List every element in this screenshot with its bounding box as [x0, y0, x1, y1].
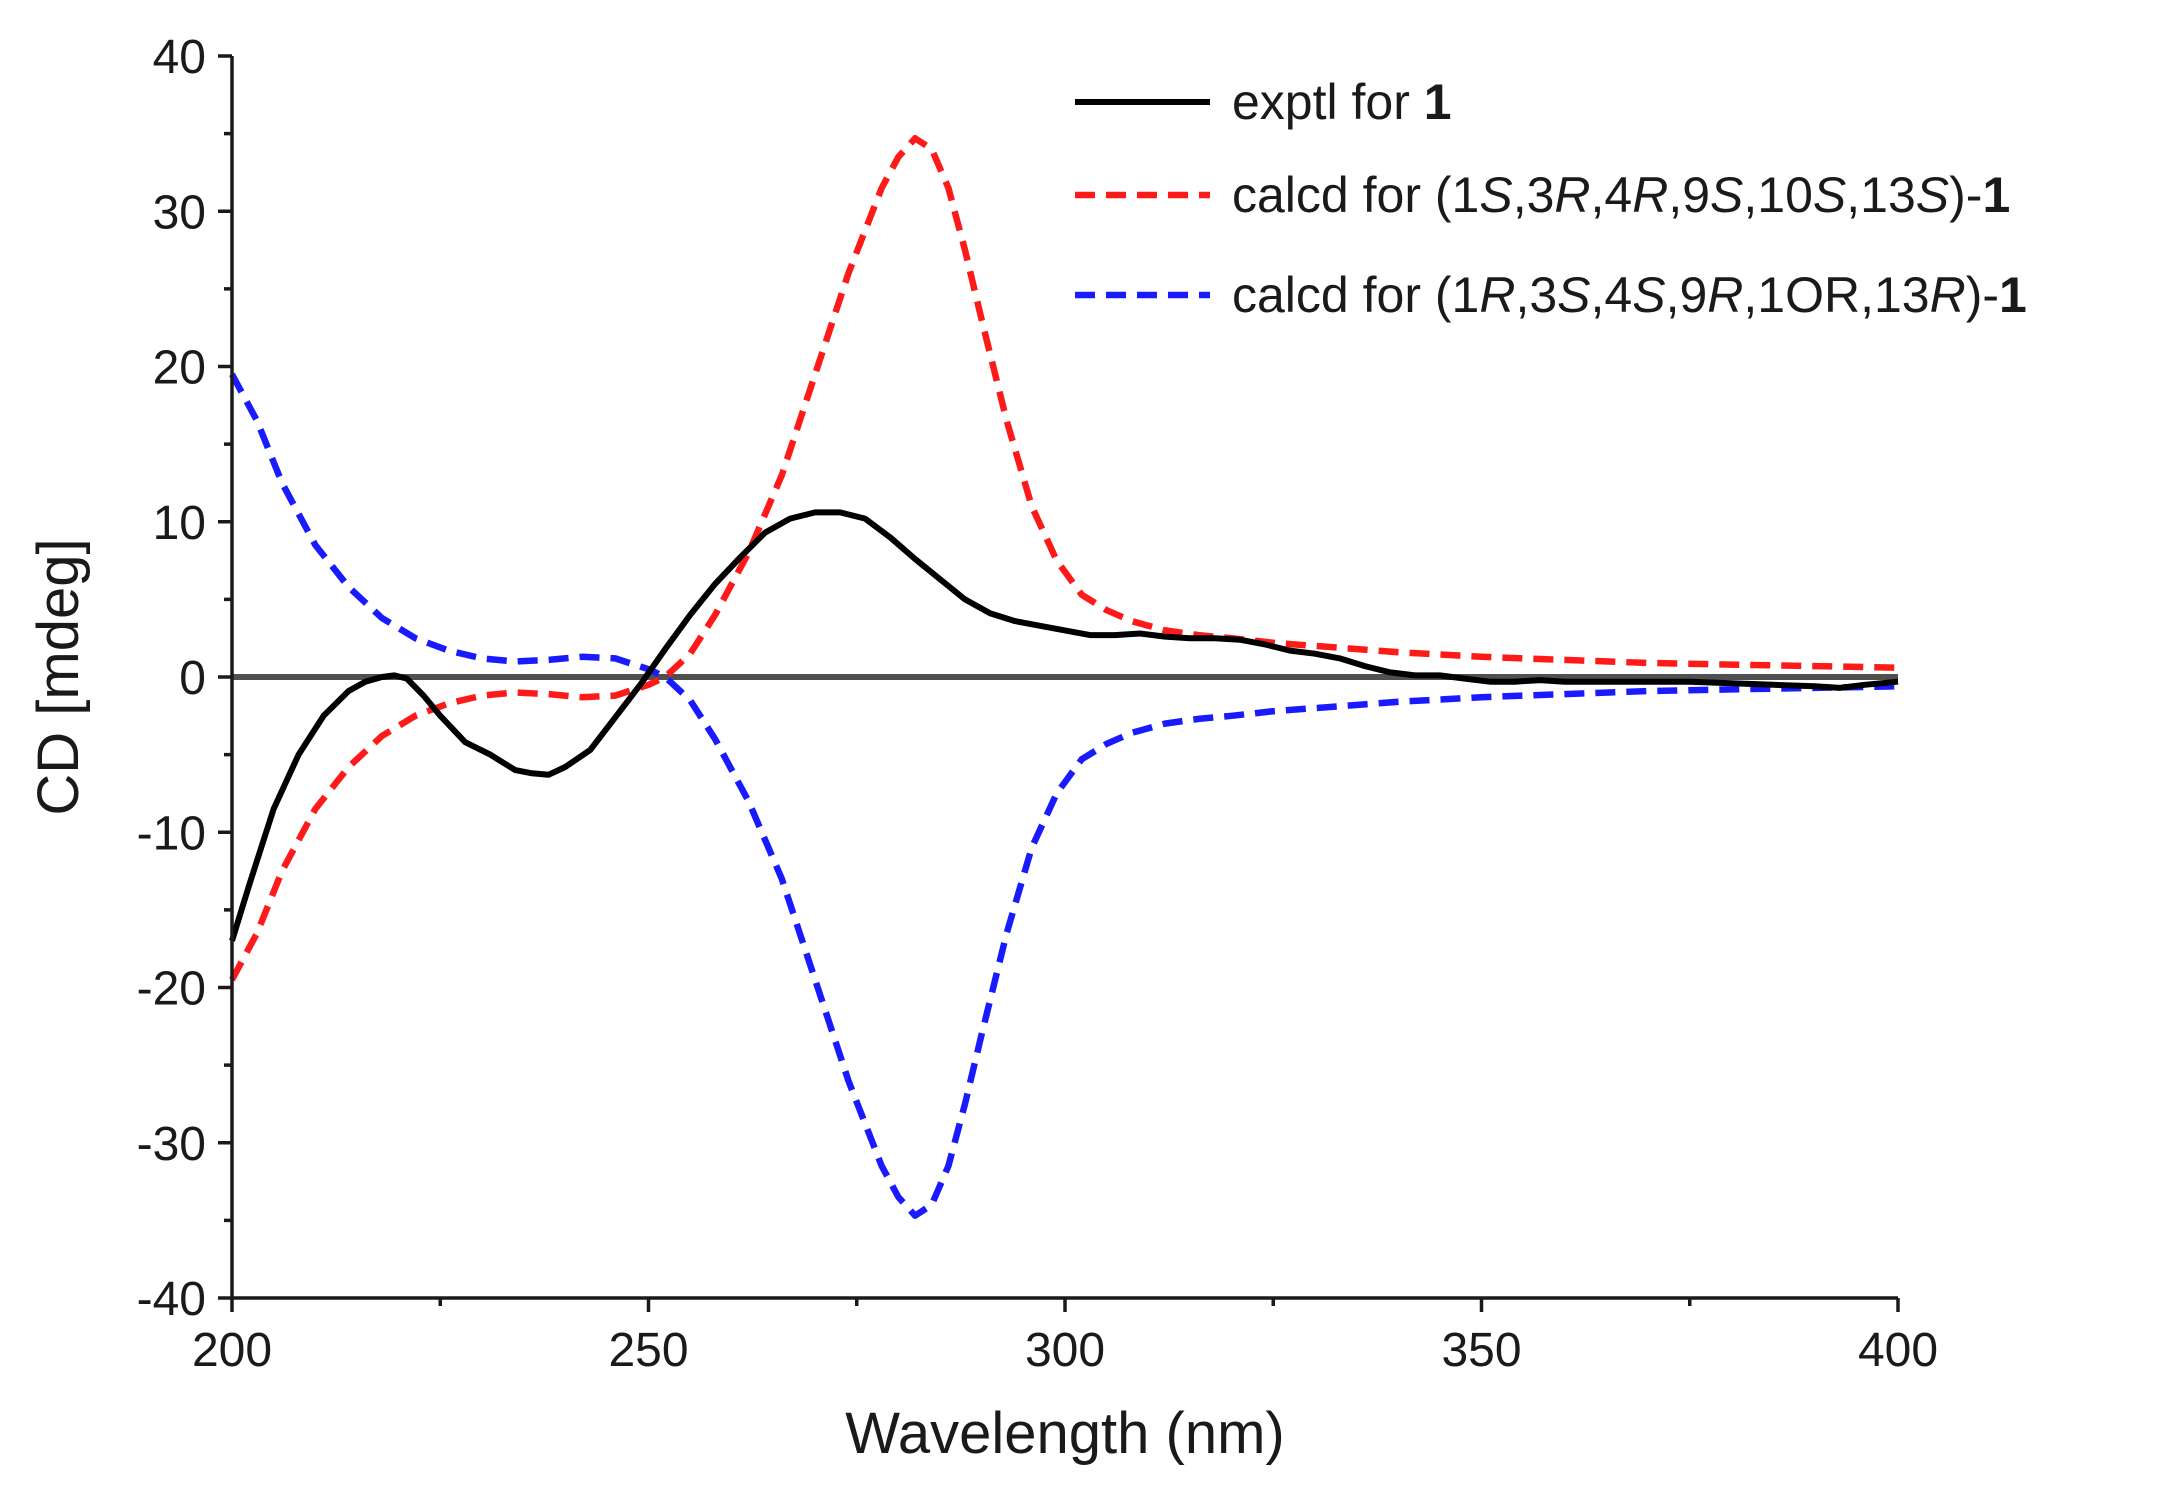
legend-label-2: calcd for (1S,3R,4R,9S,10S,13S)-1 [1232, 167, 2010, 223]
x-tick-label: 350 [1441, 1324, 1521, 1377]
y-tick-label: 40 [153, 31, 206, 84]
x-tick-label: 250 [608, 1324, 688, 1377]
y-tick-label: 10 [153, 497, 206, 550]
ticks-layer: 200 250 300 350 400 -40 -30 -20 -10 0 10 20 30 40 [137, 31, 1938, 1377]
series-line-2 [229, 135, 1899, 982]
x-tick-label: 200 [192, 1324, 272, 1377]
x-tick-label: 300 [1025, 1324, 1105, 1377]
y-tick-label: -30 [137, 1118, 206, 1171]
y-tick-label: -10 [137, 807, 206, 860]
legend-label-1: exptl for 1 [1232, 74, 1452, 130]
legend-label-3: calcd for (1R,3S,4S,9R,1OR,13R)-1 [1232, 267, 2027, 323]
y-tick-label: 30 [153, 186, 206, 239]
x-axis-title: Wavelength (nm) [845, 1401, 1284, 1466]
legend: exptl for 1 calcd for (1S,3R,4R,9S,10S,13… [1075, 74, 2027, 323]
x-tick-label: 400 [1858, 1324, 1938, 1377]
y-tick-label: 0 [179, 652, 206, 705]
y-tick-label: -40 [137, 1273, 206, 1326]
y-tick-label: -20 [137, 963, 206, 1016]
series-line-1 [229, 509, 1899, 942]
y-axis-title: CD [mdeg] [26, 538, 91, 815]
y-tick-label: 20 [153, 342, 206, 395]
series-line-3 [229, 372, 1899, 1219]
series-layer [229, 135, 1899, 1219]
